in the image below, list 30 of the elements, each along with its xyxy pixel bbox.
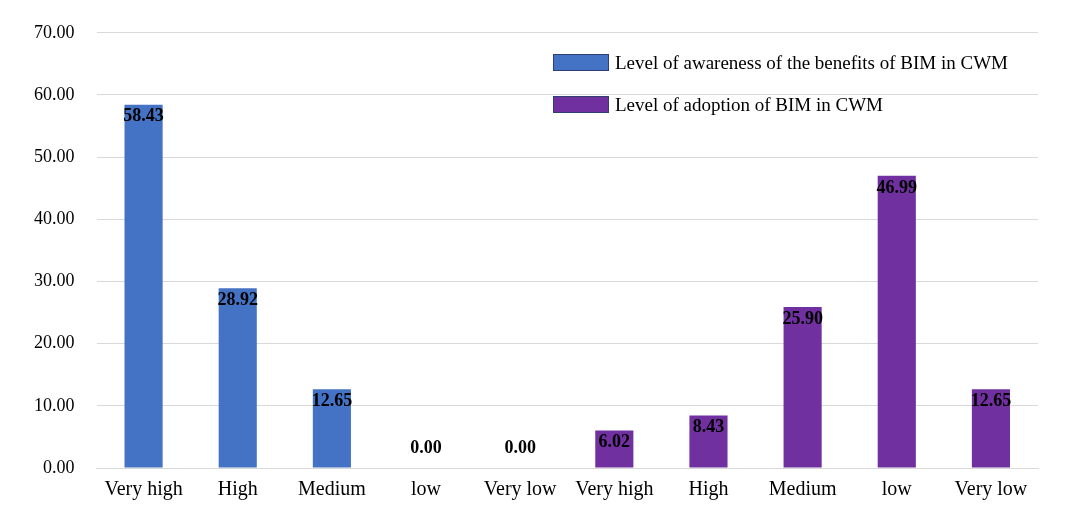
x-tick-label: Medium [768, 477, 837, 500]
bar [877, 175, 916, 468]
legend-label: Level of adoption of BIM in CWM [614, 93, 883, 116]
data-label: 8.43 [692, 416, 725, 437]
legend-label: Level of awareness of the benefits of BIM in CWM [614, 51, 1008, 74]
data-label: 0.00 [410, 436, 442, 457]
x-tick-label: Very low [483, 477, 558, 501]
bar [124, 104, 163, 468]
y-tick-label: 10.00 [34, 394, 75, 415]
x-tick-label: low [881, 477, 913, 500]
x-tick-label: Very high [104, 477, 183, 501]
data-label: 58.43 [123, 105, 164, 126]
y-tick-label: 50.00 [34, 145, 75, 166]
x-tick-label: low [411, 477, 442, 500]
y-tick-label: 40.00 [34, 208, 75, 229]
data-label: 0.00 [504, 436, 536, 457]
data-label: 6.02 [598, 431, 631, 452]
x-tick-label: High [688, 477, 729, 501]
y-tick-label: 70.00 [34, 21, 75, 42]
bar [783, 306, 822, 468]
y-tick-label: 30.00 [34, 270, 75, 291]
x-tick-label: High [217, 477, 258, 501]
y-tick-label: 20.00 [34, 332, 75, 353]
y-tick-label: 0.00 [43, 456, 75, 477]
x-tick-label: Very high [575, 477, 654, 501]
bar [689, 415, 728, 468]
y-tick-label: 60.00 [34, 83, 75, 104]
bar [218, 288, 257, 468]
x-tick-label: Medium [297, 477, 367, 500]
x-tick-label: Very low [954, 477, 1028, 501]
